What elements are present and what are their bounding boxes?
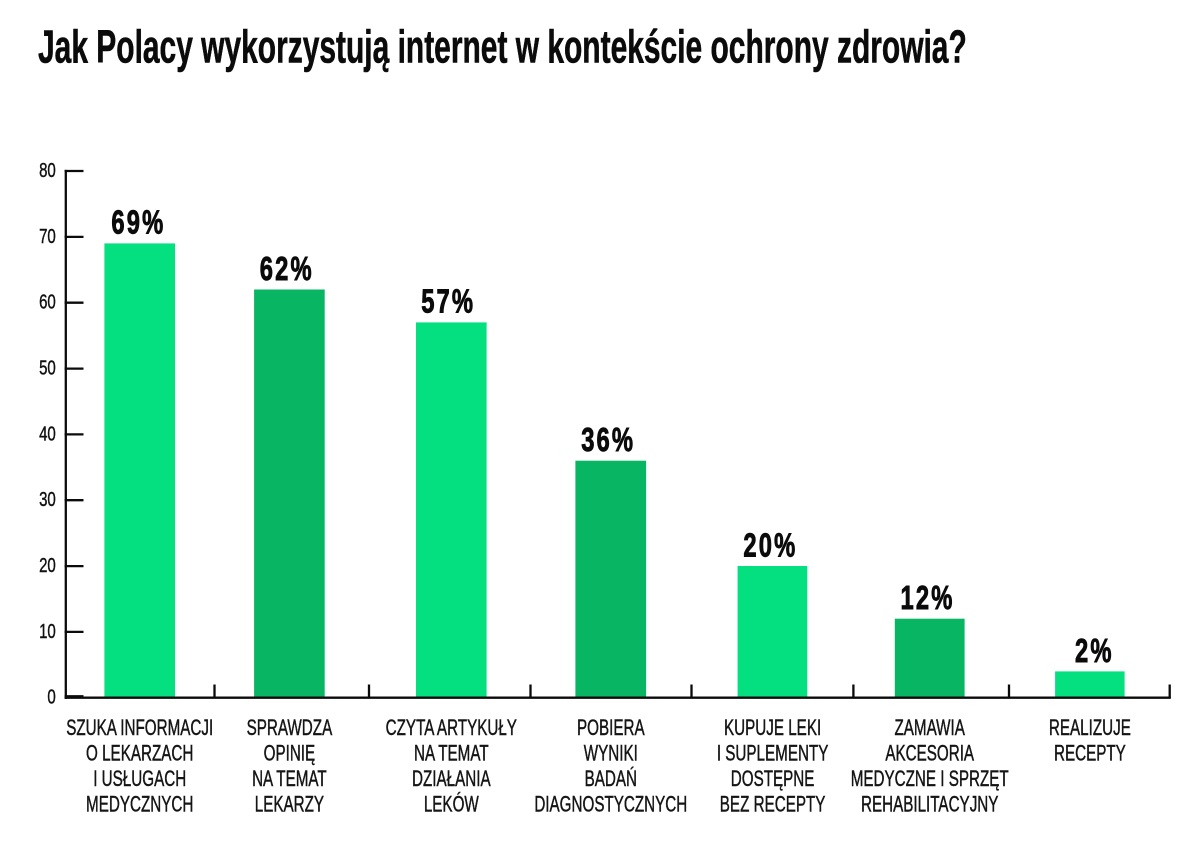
svg-text:10: 10 — [39, 620, 56, 643]
svg-text:LEKARZY: LEKARZY — [255, 792, 325, 816]
svg-text:57%: 57% — [421, 284, 475, 321]
svg-text:LEKÓW: LEKÓW — [424, 792, 479, 816]
svg-text:20: 20 — [39, 554, 56, 577]
svg-text:ZAMAWIA: ZAMAWIA — [894, 715, 965, 739]
svg-text:I USŁUGACH: I USŁUGACH — [93, 766, 186, 790]
svg-text:REALIZUJE: REALIZUJE — [1049, 715, 1131, 739]
svg-text:NA TEMAT: NA TEMAT — [414, 741, 489, 765]
svg-text:80: 80 — [39, 159, 56, 182]
svg-text:60: 60 — [39, 291, 56, 314]
svg-text:Jak Polacy wykorzystują intern: Jak Polacy wykorzystują internet w konte… — [38, 22, 967, 73]
svg-text:70: 70 — [39, 225, 56, 248]
svg-text:BEZ RECEPTY: BEZ RECEPTY — [720, 792, 826, 816]
svg-text:DIAGNOSTYCZNYCH: DIAGNOSTYCZNYCH — [534, 792, 687, 816]
svg-text:KUPUJE LEKI: KUPUJE LEKI — [724, 715, 821, 739]
svg-text:40: 40 — [39, 422, 56, 445]
svg-text:OPINIĘ: OPINIĘ — [264, 741, 316, 765]
svg-text:SPRAWDZA: SPRAWDZA — [247, 715, 333, 739]
svg-text:36%: 36% — [581, 422, 635, 459]
svg-text:62%: 62% — [260, 251, 314, 288]
svg-text:69%: 69% — [111, 205, 165, 242]
svg-text:2%: 2% — [1075, 633, 1114, 670]
svg-text:NA TEMAT: NA TEMAT — [252, 766, 327, 790]
svg-text:50: 50 — [39, 356, 56, 379]
svg-text:20%: 20% — [743, 528, 797, 565]
svg-text:MEDYCZNE I SPRZĘT: MEDYCZNE I SPRZĘT — [851, 766, 1009, 790]
svg-text:REHABILITACYJNY: REHABILITACYJNY — [861, 792, 999, 816]
svg-text:O LEKARZACH: O LEKARZACH — [86, 741, 193, 765]
svg-text:POBIERA: POBIERA — [577, 715, 645, 739]
svg-text:DOSTĘPNE: DOSTĘPNE — [731, 766, 815, 790]
svg-text:MEDYCZNYCH: MEDYCZNYCH — [86, 792, 193, 816]
svg-text:SZUKA INFORMACJI: SZUKA INFORMACJI — [66, 715, 213, 739]
svg-text:I SUPLEMENTY: I SUPLEMENTY — [717, 741, 829, 765]
svg-text:12%: 12% — [900, 580, 954, 617]
svg-text:30: 30 — [39, 488, 56, 511]
svg-text:0: 0 — [47, 686, 55, 709]
svg-text:WYNIKI: WYNIKI — [584, 741, 638, 765]
svg-text:DZIAŁANIA: DZIAŁANIA — [412, 766, 491, 790]
svg-text:AKCESORIA: AKCESORIA — [885, 741, 974, 765]
svg-text:CZYTA ARTYKUŁY: CZYTA ARTYKUŁY — [386, 715, 518, 739]
svg-text:BADAŃ: BADAŃ — [585, 766, 637, 790]
svg-text:RECEPTY: RECEPTY — [1054, 741, 1126, 765]
